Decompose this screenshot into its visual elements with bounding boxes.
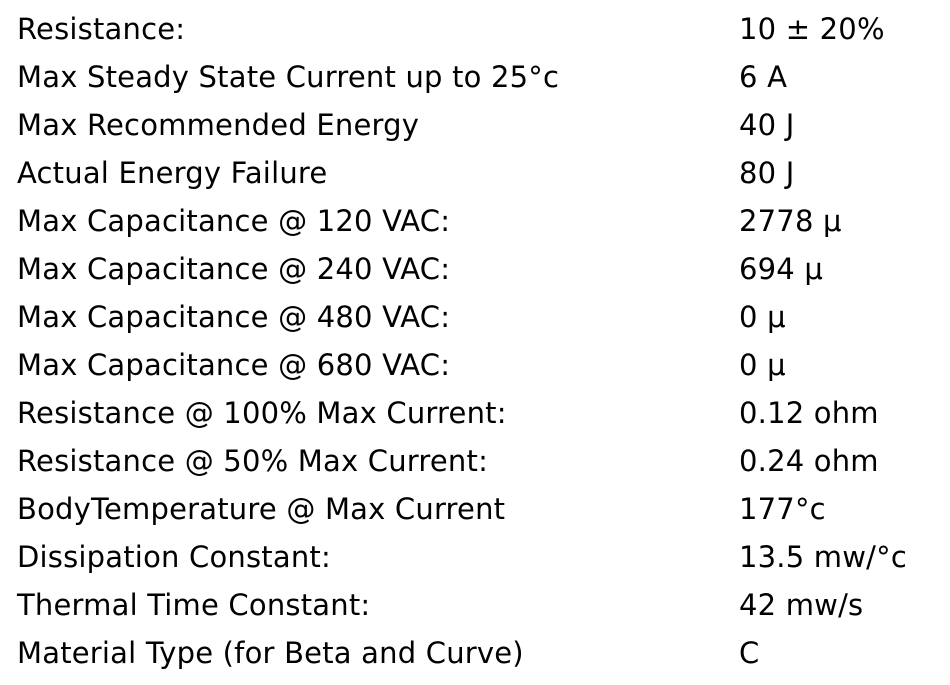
spec-label: Max Capacitance @ 680 VAC:	[17, 348, 451, 382]
spec-label: Resistance:	[17, 12, 186, 46]
spec-row-body-temperature: BodyTemperature @ Max Current 177°c	[17, 485, 942, 533]
spec-row-max-capacitance-120: Max Capacitance @ 120 VAC: 2778 μ	[17, 197, 942, 245]
spec-value: 694 μ	[739, 252, 824, 286]
spec-value: C	[739, 636, 760, 670]
spec-row-resistance: Resistance: 10 ± 20%	[17, 5, 942, 53]
spec-row-max-steady-state-current: Max Steady State Current up to 25°c 6 A	[17, 53, 942, 101]
spec-value: 40 J	[739, 108, 795, 142]
spec-value: 42 mw/s	[739, 588, 864, 622]
spec-label: Dissipation Constant:	[17, 540, 331, 574]
spec-label: Resistance @ 50% Max Current:	[17, 444, 489, 478]
spec-value: 177°c	[739, 492, 826, 526]
spec-label: Thermal Time Constant:	[17, 588, 371, 622]
spec-label: Resistance @ 100% Max Current:	[17, 396, 507, 430]
spec-table: Resistance: 10 ± 20% Max Steady State Cu…	[17, 5, 942, 677]
spec-value: 0.24 ohm	[739, 444, 879, 478]
spec-label: Max Recommended Energy	[17, 108, 420, 142]
spec-row-max-recommended-energy: Max Recommended Energy 40 J	[17, 101, 942, 149]
spec-label: Actual Energy Failure	[17, 156, 328, 190]
spec-row-material-type: Material Type (for Beta and Curve) C	[17, 629, 942, 677]
spec-row-dissipation-constant: Dissipation Constant: 13.5 mw/°c	[17, 533, 942, 581]
spec-value: 0.12 ohm	[739, 396, 879, 430]
spec-row-resistance-50-max-current: Resistance @ 50% Max Current: 0.24 ohm	[17, 437, 942, 485]
spec-row-resistance-100-max-current: Resistance @ 100% Max Current: 0.12 ohm	[17, 389, 942, 437]
spec-value: 0 μ	[739, 348, 786, 382]
spec-row-max-capacitance-240: Max Capacitance @ 240 VAC: 694 μ	[17, 245, 942, 293]
spec-label: Max Steady State Current up to 25°c	[17, 60, 560, 94]
spec-value: 0 μ	[739, 300, 786, 334]
spec-label: BodyTemperature @ Max Current	[17, 492, 506, 526]
spec-label: Max Capacitance @ 480 VAC:	[17, 300, 451, 334]
spec-label: Max Capacitance @ 120 VAC:	[17, 204, 451, 238]
spec-value: 80 J	[739, 156, 795, 190]
spec-label: Material Type (for Beta and Curve)	[17, 636, 524, 670]
spec-row-actual-energy-failure: Actual Energy Failure 80 J	[17, 149, 942, 197]
spec-label: Max Capacitance @ 240 VAC:	[17, 252, 451, 286]
spec-value: 13.5 mw/°c	[739, 540, 907, 574]
spec-row-thermal-time-constant: Thermal Time Constant: 42 mw/s	[17, 581, 942, 629]
spec-value: 2778 μ	[739, 204, 842, 238]
spec-value: 6 A	[739, 60, 788, 94]
spec-row-max-capacitance-680: Max Capacitance @ 680 VAC: 0 μ	[17, 341, 942, 389]
spec-value: 10 ± 20%	[739, 12, 885, 46]
spec-row-max-capacitance-480: Max Capacitance @ 480 VAC: 0 μ	[17, 293, 942, 341]
